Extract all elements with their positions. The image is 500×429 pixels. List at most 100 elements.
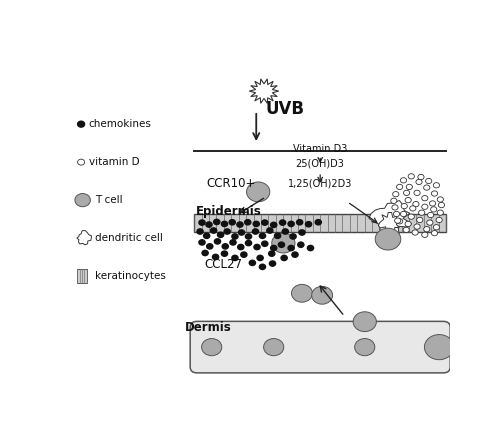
Circle shape (270, 222, 277, 227)
Circle shape (436, 218, 442, 223)
Text: chemokines: chemokines (89, 119, 152, 129)
Circle shape (252, 229, 258, 234)
Circle shape (430, 207, 437, 212)
FancyBboxPatch shape (77, 269, 87, 284)
Circle shape (246, 182, 270, 202)
Text: vitamin D: vitamin D (89, 157, 140, 167)
Circle shape (222, 244, 228, 249)
Circle shape (260, 233, 266, 239)
Circle shape (405, 197, 411, 203)
Circle shape (394, 211, 400, 217)
Circle shape (375, 228, 401, 250)
Text: dendritic cell: dendritic cell (94, 233, 162, 243)
Circle shape (296, 220, 303, 225)
Circle shape (262, 220, 268, 225)
Circle shape (262, 241, 268, 246)
Circle shape (299, 230, 305, 235)
Circle shape (232, 255, 238, 260)
Circle shape (394, 218, 401, 223)
Circle shape (418, 174, 424, 180)
Circle shape (418, 210, 425, 215)
Circle shape (288, 245, 294, 251)
Circle shape (400, 178, 406, 183)
Circle shape (288, 221, 294, 227)
Circle shape (434, 183, 440, 188)
Circle shape (437, 197, 444, 202)
Circle shape (264, 338, 284, 356)
Circle shape (390, 198, 397, 203)
Circle shape (241, 252, 247, 257)
Circle shape (432, 191, 438, 196)
Text: T cell: T cell (94, 195, 122, 205)
Circle shape (408, 214, 414, 219)
Text: Vitamin D3: Vitamin D3 (293, 144, 348, 154)
Circle shape (250, 260, 256, 266)
Circle shape (210, 228, 216, 233)
Circle shape (224, 229, 230, 234)
Circle shape (232, 234, 238, 239)
Polygon shape (77, 231, 92, 245)
Circle shape (246, 234, 252, 239)
Circle shape (396, 219, 402, 224)
Text: UVB: UVB (266, 100, 305, 118)
Circle shape (413, 202, 419, 207)
FancyBboxPatch shape (194, 214, 446, 233)
Circle shape (401, 203, 407, 209)
Circle shape (424, 227, 430, 232)
Circle shape (202, 338, 222, 356)
Polygon shape (250, 79, 278, 103)
Circle shape (406, 184, 412, 190)
Circle shape (278, 242, 284, 248)
Circle shape (199, 220, 205, 225)
Circle shape (290, 234, 296, 239)
Text: keratinocytes: keratinocytes (94, 271, 166, 281)
Circle shape (405, 221, 411, 227)
Circle shape (438, 202, 444, 208)
Circle shape (206, 244, 213, 249)
Circle shape (396, 184, 402, 190)
Circle shape (246, 240, 252, 246)
Circle shape (403, 227, 409, 233)
Circle shape (260, 264, 266, 269)
Circle shape (426, 220, 433, 225)
Circle shape (268, 251, 275, 256)
Circle shape (244, 220, 251, 225)
Circle shape (306, 222, 312, 227)
Circle shape (204, 233, 210, 239)
Circle shape (197, 229, 203, 234)
Circle shape (315, 220, 322, 225)
Circle shape (257, 255, 263, 260)
Circle shape (266, 228, 273, 233)
Circle shape (422, 196, 428, 201)
FancyBboxPatch shape (190, 321, 450, 373)
Text: Dermis: Dermis (184, 321, 231, 334)
Circle shape (408, 174, 414, 179)
Circle shape (78, 121, 84, 127)
Circle shape (308, 245, 314, 251)
Circle shape (214, 239, 220, 244)
Circle shape (202, 251, 208, 256)
Circle shape (230, 240, 236, 245)
Circle shape (274, 233, 280, 239)
Circle shape (254, 245, 260, 250)
Circle shape (237, 222, 243, 227)
Text: 25(OH)D3: 25(OH)D3 (296, 159, 344, 169)
Circle shape (298, 242, 304, 248)
Circle shape (353, 312, 376, 332)
Circle shape (424, 185, 430, 190)
Circle shape (416, 179, 422, 184)
Circle shape (416, 218, 423, 223)
Text: Epidermis: Epidermis (196, 205, 262, 218)
Circle shape (392, 205, 398, 210)
Circle shape (404, 190, 409, 196)
Circle shape (222, 221, 228, 227)
Circle shape (400, 211, 406, 217)
Circle shape (422, 204, 428, 209)
Circle shape (426, 178, 432, 184)
Circle shape (424, 335, 454, 360)
Circle shape (428, 212, 434, 218)
Circle shape (410, 206, 416, 211)
Circle shape (430, 201, 436, 206)
Circle shape (432, 230, 438, 236)
Circle shape (238, 245, 244, 250)
